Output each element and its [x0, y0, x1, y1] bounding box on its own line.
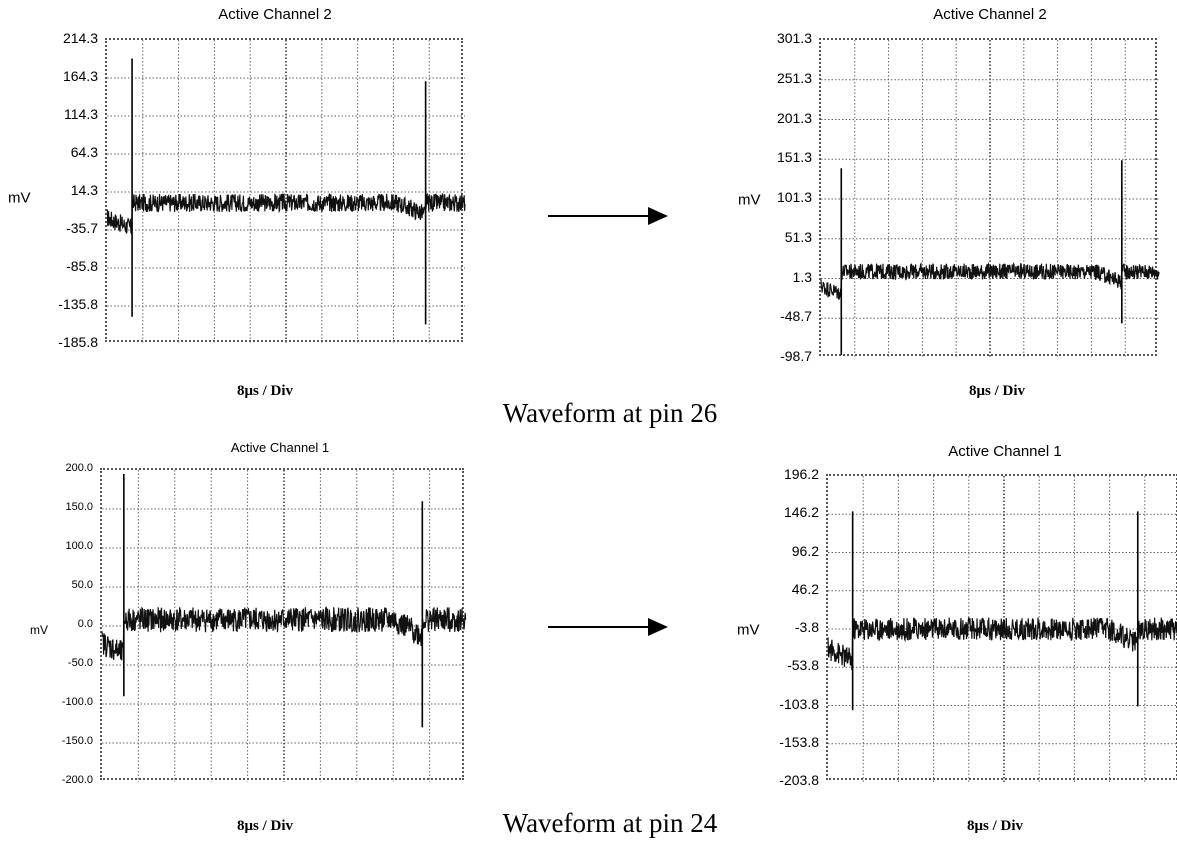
y-unit-label: mV [738, 191, 761, 209]
y-tick-label: -103.8 [779, 695, 819, 712]
chart-title: Active Channel 1 [948, 443, 1062, 460]
y-tick-label: 251.3 [776, 69, 812, 86]
y-tick-label: 96.2 [791, 542, 819, 559]
y-tick-label: -3.8 [794, 619, 819, 635]
y-tick-label: 46.2 [791, 580, 819, 597]
y-tick-label: -50.0 [67, 657, 93, 669]
y-tick-label: 51.3 [784, 228, 812, 245]
y-tick-label: 214.3 [62, 30, 98, 46]
y-tick-label: 114.3 [64, 106, 98, 122]
caption-pin-24: Waveform at pin 24 [502, 808, 718, 838]
y-tick-label: 151.3 [776, 149, 812, 166]
x-axis-label: 8μs / Div [236, 383, 294, 399]
y-tick-label: -203.8 [779, 772, 819, 788]
y-unit-label: mV [30, 623, 48, 637]
x-axis-label: 8μs / Div [966, 818, 1024, 834]
y-tick-label: -98.7 [780, 348, 812, 364]
waveform-svg [820, 40, 1160, 358]
y-tick-label: 301.3 [776, 30, 812, 46]
y-tick-label: 164.3 [62, 68, 98, 84]
y-tick-label: 50.0 [71, 579, 93, 591]
waveform-trace [106, 192, 466, 235]
y-unit-label: mV [737, 621, 760, 639]
y-tick-label: 64.3 [70, 144, 98, 160]
y-tick-label: -153.8 [779, 733, 819, 750]
y-tick-label: 200.0 [65, 462, 93, 474]
y-tick-label: 101.3 [776, 189, 812, 205]
y-tick-label: -35.7 [66, 220, 98, 236]
y-tick-label: 196.2 [783, 466, 819, 482]
y-tick-label: 146.2 [783, 504, 819, 521]
y-tick-label: 14.3 [70, 182, 98, 198]
arrow-right-icon [548, 207, 668, 225]
y-tick-label: -53.8 [787, 657, 819, 674]
y-tick-label: -85.8 [66, 258, 98, 274]
y-tick-label: -200.0 [61, 774, 93, 786]
plot-area [105, 38, 466, 344]
y-tick-label: 1.3 [792, 268, 812, 285]
waveform-trace [101, 605, 467, 661]
y-tick-label: -48.7 [780, 308, 812, 325]
waveform-svg [827, 476, 1177, 782]
arrow-right-icon [548, 618, 668, 636]
waveform-trace [820, 261, 1160, 300]
y-tick-label: 201.3 [776, 109, 812, 126]
y-tick-label: -135.8 [58, 296, 98, 312]
plot-area [826, 474, 1177, 782]
y-unit-label: mV [8, 189, 31, 207]
waveform-trace [827, 617, 1177, 671]
chart-title: Active Channel 2 [218, 6, 332, 23]
chart-title: Active Channel 2 [933, 6, 1047, 23]
y-tick-label: 100.0 [65, 540, 93, 552]
waveform-svg [101, 470, 467, 782]
y-tick-label: -150.0 [61, 735, 93, 747]
x-axis-label: 8μs / Div [236, 818, 294, 834]
y-tick-label: 150.0 [65, 501, 93, 513]
plot-area [819, 38, 1160, 358]
y-tick-label: -185.8 [58, 334, 98, 350]
plot-area [100, 468, 467, 782]
chart-title: Active Channel 1 [230, 440, 330, 455]
x-axis-label: 8μs / Div [968, 383, 1026, 399]
caption-pin-26: Waveform at pin 26 [502, 398, 718, 428]
y-tick-label: 0.0 [77, 618, 93, 630]
waveform-svg [106, 40, 466, 344]
y-tick-label: -100.0 [61, 696, 93, 708]
